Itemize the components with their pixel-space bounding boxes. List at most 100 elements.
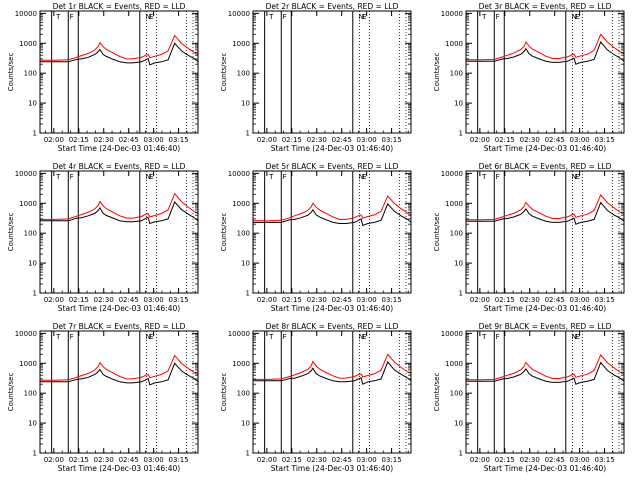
y-tick-label: 1000 <box>19 40 37 48</box>
plot-frame <box>465 170 625 294</box>
panel-title: Det 8r BLACK = Events, RED = LLD <box>266 322 399 331</box>
x-tick-label: 02:30 <box>94 296 114 304</box>
y-tick-label: 1000 <box>445 40 463 48</box>
x-axis-label: Start Time (24-Dec-03 01:46:40) <box>58 144 180 153</box>
y-tick-label: 10000 <box>15 330 37 338</box>
y-tick-label: 1000 <box>19 360 37 368</box>
y-axis-label: Counts/sec <box>433 213 441 252</box>
y-tick-label: 10 <box>454 420 463 428</box>
flag-marker-f: F <box>283 333 287 341</box>
x-tick-label: 02:30 <box>520 456 540 464</box>
series-line-events <box>40 42 199 66</box>
panel-2: Det 2r BLACK = Events, RED = LLD T F NE 1 10 1… <box>220 2 412 153</box>
y-tick-label: 100 <box>24 230 37 238</box>
flag-marker-e: E <box>362 173 366 181</box>
flag-marker-f: F <box>496 173 500 181</box>
x-tick-label: 02:15 <box>495 136 515 144</box>
series-line-events <box>466 361 625 385</box>
panel-1: Det 1r BLACK = Events, RED = LLD T F NE 1 10 1… <box>7 2 199 153</box>
y-tick-label: 1 <box>33 130 37 138</box>
flag-marker-n: N <box>358 13 363 21</box>
series-line-events <box>466 41 625 65</box>
flag-marker-t: T <box>268 13 274 21</box>
flag-marker-n: N <box>145 333 150 341</box>
flag-marker-e: E <box>575 173 579 181</box>
flag-marker-t: T <box>55 13 61 21</box>
panel-6: Det 6r BLACK = Events, RED = LLD T F NE 1 10 1… <box>433 162 625 313</box>
panel-9: Det 9r BLACK = Events, RED = LLD T F NE 1 10 1… <box>433 322 625 473</box>
y-tick-label: 1000 <box>232 40 250 48</box>
plot-frame <box>465 10 625 134</box>
flag-marker-n: N <box>571 333 576 341</box>
flag-marker-f: F <box>283 173 287 181</box>
x-axis-label: Start Time (24-Dec-03 01:46:40) <box>58 464 180 473</box>
y-axis-label: Counts/sec <box>220 373 228 412</box>
flag-marker-t: T <box>268 173 274 181</box>
x-tick-label: 02:30 <box>94 456 114 464</box>
x-tick-label: 03:15 <box>594 136 614 144</box>
x-axis-label: Start Time (24-Dec-03 01:46:40) <box>484 304 606 313</box>
x-tick-label: 02:45 <box>332 456 352 464</box>
x-tick-label: 02:15 <box>495 296 515 304</box>
panel-title: Det 7r BLACK = Events, RED = LLD <box>53 322 186 331</box>
x-axis-label: Start Time (24-Dec-03 01:46:40) <box>484 464 606 473</box>
x-tick-label: 03:15 <box>168 456 188 464</box>
y-tick-label: 10000 <box>15 10 37 18</box>
series-line-events <box>40 201 199 225</box>
x-tick-label: 02:45 <box>545 296 565 304</box>
panel-title: Det 1r BLACK = Events, RED = LLD <box>53 2 186 11</box>
x-tick-label: 03:15 <box>381 136 401 144</box>
y-tick-label: 100 <box>450 230 463 238</box>
y-tick-label: 10 <box>454 260 463 268</box>
series-line-lld <box>40 34 199 61</box>
flag-marker-n: N <box>145 173 150 181</box>
y-tick-label: 1 <box>246 450 250 458</box>
y-tick-label: 100 <box>237 230 250 238</box>
y-tick-label: 10 <box>241 260 250 268</box>
flag-marker-f: F <box>70 13 74 21</box>
flag-marker-f: F <box>496 13 500 21</box>
y-axis-label: Counts/sec <box>433 373 441 412</box>
panel-title: Det 6r BLACK = Events, RED = LLD <box>479 162 612 171</box>
y-axis-label: Counts/sec <box>433 53 441 92</box>
x-tick-label: 03:00 <box>144 296 164 304</box>
series-line-lld <box>466 353 625 381</box>
y-tick-label: 1 <box>246 130 250 138</box>
series-line-events <box>466 201 625 225</box>
plot-frame <box>252 10 412 134</box>
x-tick-label: 03:15 <box>381 296 401 304</box>
x-tick-label: 02:00 <box>44 296 64 304</box>
x-tick-label: 02:15 <box>282 296 302 304</box>
y-tick-label: 1 <box>459 450 463 458</box>
x-tick-label: 02:00 <box>470 136 490 144</box>
x-axis-label: Start Time (24-Dec-03 01:46:40) <box>58 304 180 313</box>
flag-marker-f: F <box>70 173 74 181</box>
y-tick-label: 1000 <box>232 360 250 368</box>
flag-marker-t: T <box>481 173 487 181</box>
x-tick-label: 03:15 <box>168 136 188 144</box>
x-tick-label: 02:45 <box>119 136 139 144</box>
y-tick-label: 1000 <box>19 200 37 208</box>
x-tick-label: 03:00 <box>144 456 164 464</box>
x-tick-label: 02:45 <box>332 136 352 144</box>
plot-frame <box>252 170 412 294</box>
flag-marker-n: N <box>358 173 363 181</box>
x-tick-label: 03:15 <box>594 456 614 464</box>
x-tick-label: 02:15 <box>69 296 89 304</box>
y-tick-label: 10000 <box>441 330 463 338</box>
flag-marker-f: F <box>283 13 287 21</box>
plot-frame <box>465 330 625 454</box>
x-tick-label: 02:15 <box>282 456 302 464</box>
flag-marker-t: T <box>268 333 274 341</box>
flag-marker-t: T <box>481 13 487 21</box>
x-tick-label: 02:00 <box>44 136 64 144</box>
x-axis-label: Start Time (24-Dec-03 01:46:40) <box>484 144 606 153</box>
plot-frame <box>252 330 412 454</box>
y-tick-label: 10 <box>28 100 37 108</box>
plot-frame <box>39 330 199 454</box>
panel-title: Det 5r BLACK = Events, RED = LLD <box>266 162 399 171</box>
series-line-events <box>40 362 199 386</box>
x-tick-label: 02:00 <box>44 456 64 464</box>
x-axis-label: Start Time (24-Dec-03 01:46:40) <box>271 144 393 153</box>
